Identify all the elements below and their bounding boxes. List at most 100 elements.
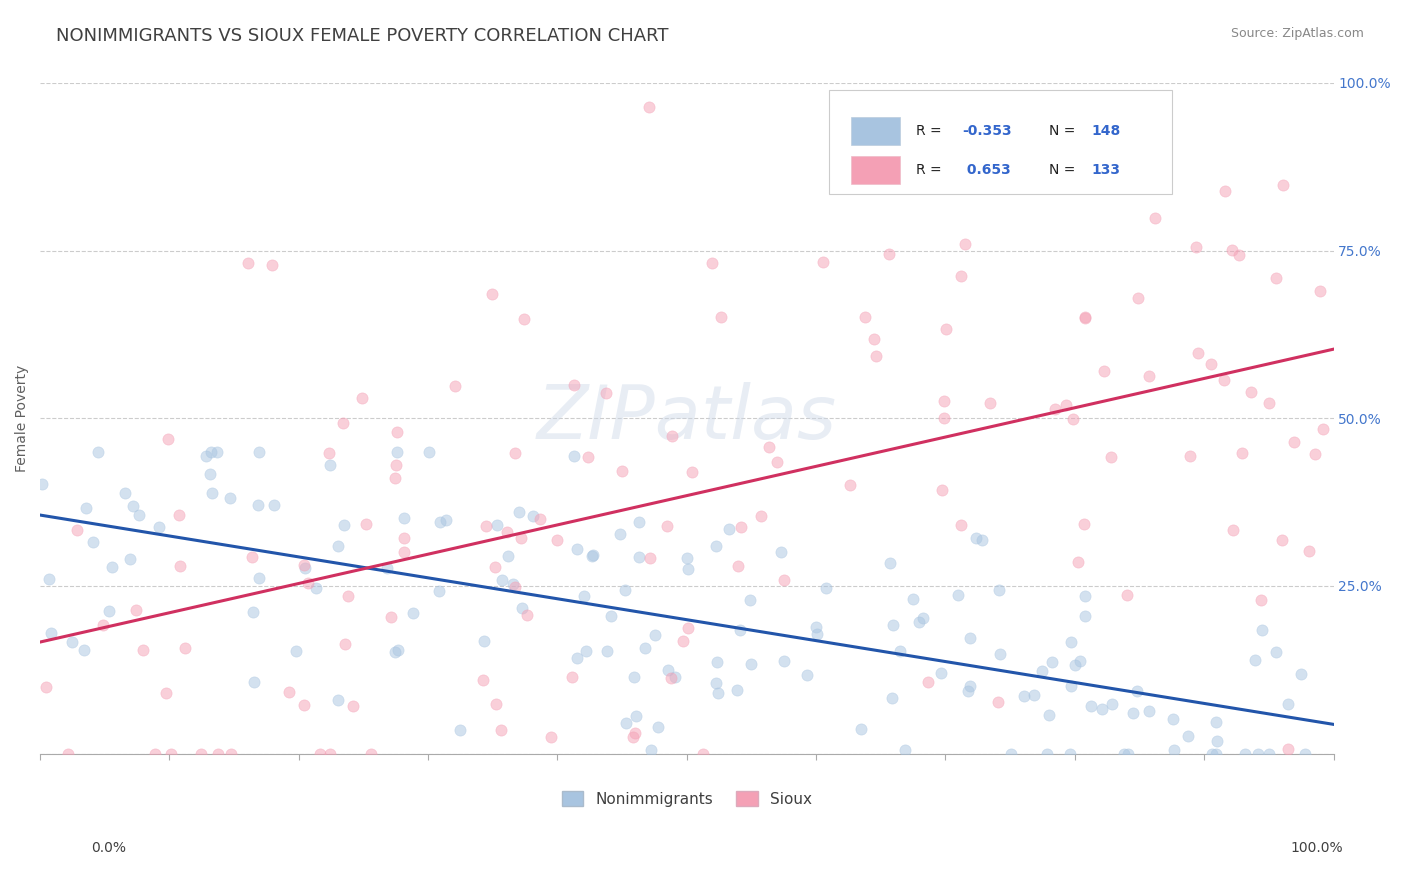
Point — [1031, 664, 1053, 678]
Point — [765, 455, 787, 469]
Point — [562, 377, 585, 392]
Point — [219, 747, 242, 761]
Point — [1035, 747, 1057, 761]
Point — [862, 333, 884, 347]
Point — [772, 573, 794, 587]
Point — [865, 349, 887, 363]
Point — [236, 256, 259, 270]
Point — [970, 533, 993, 547]
Point — [484, 559, 506, 574]
Point — [207, 747, 229, 761]
Point — [392, 531, 415, 545]
Point — [190, 747, 212, 761]
Point — [485, 698, 508, 712]
Point — [485, 517, 508, 532]
Point — [392, 545, 415, 559]
Point — [1303, 447, 1326, 461]
Point — [38, 572, 60, 586]
Point — [350, 392, 373, 406]
Point — [540, 731, 562, 745]
Point — [449, 723, 471, 737]
Point — [387, 642, 409, 657]
Point — [889, 644, 911, 658]
Point — [380, 610, 402, 624]
Text: 0.653: 0.653 — [962, 163, 1011, 178]
Point — [1043, 402, 1066, 417]
Point — [804, 620, 827, 634]
Point — [434, 513, 457, 527]
Point — [965, 531, 987, 545]
Point — [1069, 655, 1091, 669]
Point — [73, 642, 96, 657]
Point — [882, 617, 904, 632]
Point — [675, 551, 697, 566]
Point — [692, 747, 714, 761]
Point — [491, 573, 513, 587]
Point — [640, 743, 662, 757]
Point — [946, 588, 969, 602]
Point — [1251, 624, 1274, 638]
Text: 133: 133 — [1091, 163, 1121, 178]
Point — [1213, 184, 1236, 198]
Point — [1277, 742, 1299, 756]
Point — [638, 100, 661, 114]
Point — [491, 723, 513, 737]
Point — [657, 663, 679, 677]
Point — [849, 723, 872, 737]
Point — [929, 666, 952, 681]
Point — [912, 611, 935, 625]
Point — [354, 516, 377, 531]
Point — [39, 626, 62, 640]
Point — [481, 286, 503, 301]
Point — [522, 509, 544, 524]
Point — [1101, 697, 1123, 711]
Text: 100.0%: 100.0% — [1291, 841, 1343, 855]
Point — [56, 747, 79, 761]
Point — [155, 686, 177, 700]
Point — [894, 743, 917, 757]
Bar — [851, 156, 900, 184]
Point — [1291, 666, 1313, 681]
Point — [429, 515, 451, 529]
Point — [758, 440, 780, 454]
Point — [247, 444, 270, 458]
Point — [169, 508, 191, 523]
Point — [882, 690, 904, 705]
Point — [503, 581, 526, 595]
Point — [87, 444, 110, 458]
Point — [1240, 385, 1263, 400]
Point — [644, 628, 666, 642]
Point — [932, 410, 955, 425]
Point — [118, 552, 141, 566]
Point — [565, 541, 588, 556]
Point — [125, 603, 148, 617]
Point — [1143, 211, 1166, 226]
Point — [360, 747, 382, 761]
Point — [707, 686, 730, 700]
Point — [1227, 248, 1250, 262]
Point — [292, 558, 315, 572]
Point — [305, 581, 328, 595]
Point — [661, 429, 683, 443]
Point — [169, 559, 191, 574]
Point — [429, 584, 451, 599]
Point — [907, 615, 929, 630]
Point — [672, 633, 695, 648]
Point — [718, 522, 741, 536]
Point — [1126, 291, 1149, 305]
Point — [1137, 704, 1160, 718]
Point — [1271, 533, 1294, 547]
Point — [1000, 747, 1022, 761]
Point — [114, 485, 136, 500]
Point — [1118, 747, 1140, 761]
Point — [246, 499, 269, 513]
Text: N =: N = — [1049, 124, 1080, 138]
Point — [1163, 743, 1185, 757]
Text: -0.353: -0.353 — [962, 124, 1012, 138]
Point — [1185, 239, 1208, 253]
Point — [988, 647, 1011, 661]
Point — [879, 247, 901, 261]
Point — [333, 637, 356, 651]
Point — [959, 631, 981, 645]
Point — [66, 523, 89, 537]
